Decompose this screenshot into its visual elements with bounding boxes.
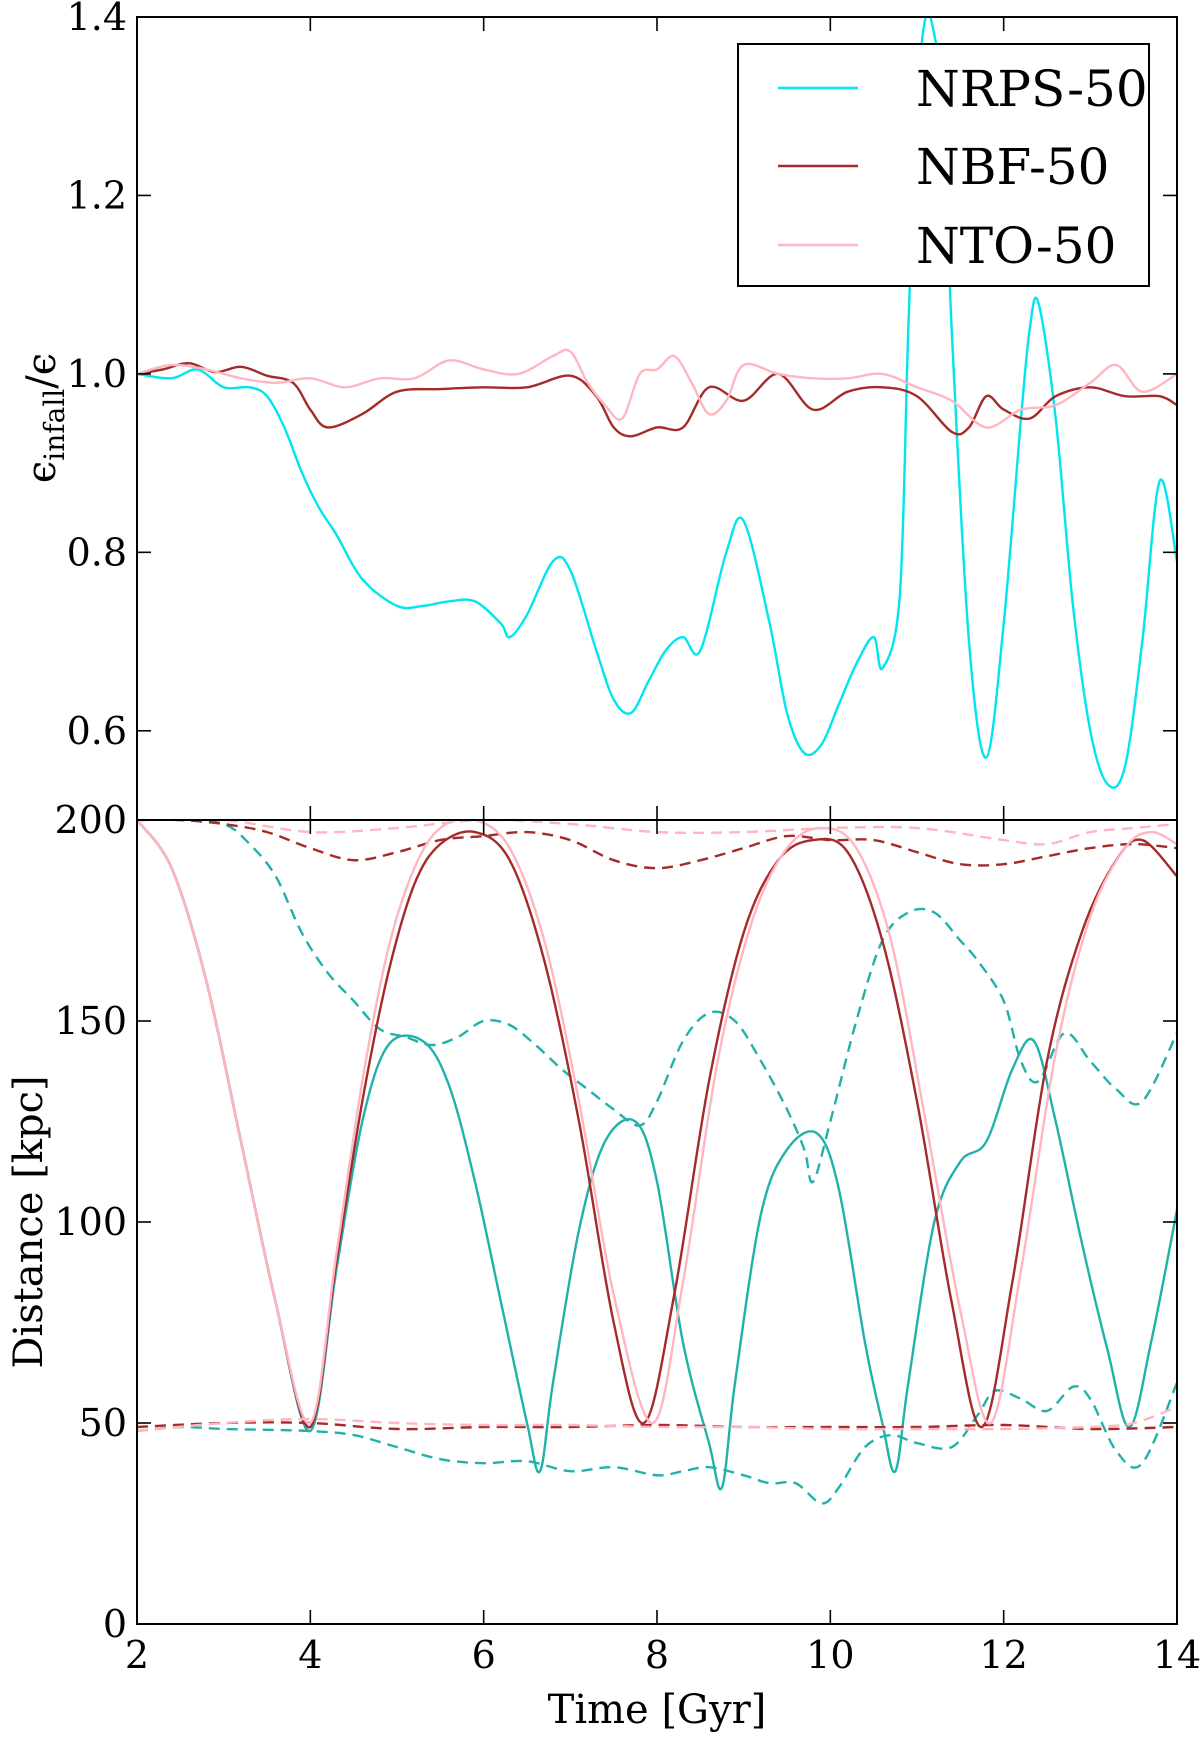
- top-panel-ylabel: ϵinfall/ϵ: [19, 353, 71, 483]
- bottom-panel-xtick-label: 8: [645, 1633, 669, 1677]
- bottom-panel-ytick-label: 50: [79, 1401, 127, 1445]
- series-nrps-50-dashed-apocentre-distance: [137, 820, 1177, 1184]
- bottom-panel-ytick-label: 0: [103, 1602, 127, 1646]
- x-axis-label: Time [Gyr]: [548, 1687, 767, 1733]
- legend-label-nbf-50: NBF-50: [916, 138, 1109, 196]
- bottom-panel-series: [137, 820, 1177, 1505]
- bottom-panel-xtick-label: 14: [1153, 1633, 1200, 1677]
- series-nbf-50-dashed-pericentre-distance: [137, 1421, 1177, 1431]
- bottom-panel-xtick-labels: 2 4 6 8 10 12 14: [125, 1633, 1200, 1677]
- bottom-panel: 0 50 100 150 200 2 4 6 8 10 12 14 Distance [kpc] T…: [6, 798, 1200, 1733]
- top-panel-ytick-label: 1.2: [67, 173, 127, 217]
- bottom-panel-xtick-label: 6: [472, 1633, 496, 1677]
- top-panel-ytick-label: 0.8: [67, 530, 127, 574]
- bottom-panel-ytick-labels: 0 50 100 150 200: [54, 798, 127, 1646]
- series-nbf-50-dashed-apocentre-distance: [137, 820, 1177, 870]
- bottom-panel-xtick-label: 10: [806, 1633, 854, 1677]
- bottom-panel-ytick-label: 150: [54, 999, 127, 1043]
- series-nbf-50-solid-efficiency: [137, 361, 1177, 438]
- bottom-panel-ytick-label: 100: [54, 1200, 127, 1244]
- bottom-panel-xtick-label: 4: [298, 1633, 322, 1677]
- legend-label-nrps-50: NRPS-50: [916, 60, 1148, 118]
- bottom-panel-xtick-label: 2: [125, 1633, 149, 1677]
- series-nto-50-dashed-apocentre-distance: [137, 820, 1177, 846]
- legend-label-nto-50: NTO-50: [916, 217, 1116, 275]
- bottom-panel-ylabel: Distance [kpc]: [6, 1075, 52, 1368]
- series-nbf-50-solid-distance: [137, 820, 1177, 1429]
- top-ylabel-tail: /ϵ: [19, 353, 65, 389]
- series-nrps-50-dashed-pericentre-distance: [137, 1382, 1177, 1505]
- series-nto-50-solid-efficiency: [137, 348, 1177, 429]
- top-panel-ytick-label: 1.4: [67, 0, 127, 39]
- top-panel-ytick-labels: 0.6 0.8 1.0 1.2 1.4: [67, 0, 127, 753]
- top-panel-ytick-label: 1.0: [67, 352, 127, 396]
- series-nto-50-dashed-pericentre-distance: [137, 1405, 1177, 1433]
- series-nto-50-solid-distance: [137, 820, 1177, 1425]
- top-ylabel-main: ϵ: [19, 461, 65, 483]
- top-ylabel-sub: infall: [38, 389, 71, 461]
- series-nrps-50-solid-distance: [137, 820, 1177, 1491]
- bottom-panel-xtick-label: 12: [979, 1633, 1027, 1677]
- series-nrps-50-solid-efficiency: [137, 17, 1177, 789]
- top-panel: 0.6 0.8 1.0 1.2 1.4 ϵinfall/ϵ NRPS-50 NBF-50…: [19, 0, 1178, 821]
- top-panel-ytick-label: 0.6: [67, 709, 127, 753]
- legend: NRPS-50 NBF-50 NTO-50: [737, 43, 1150, 287]
- top-panel-series: [137, 17, 1177, 789]
- bottom-panel-ytick-label: 200: [54, 798, 127, 842]
- bottom-panel-frame: [136, 819, 1178, 1625]
